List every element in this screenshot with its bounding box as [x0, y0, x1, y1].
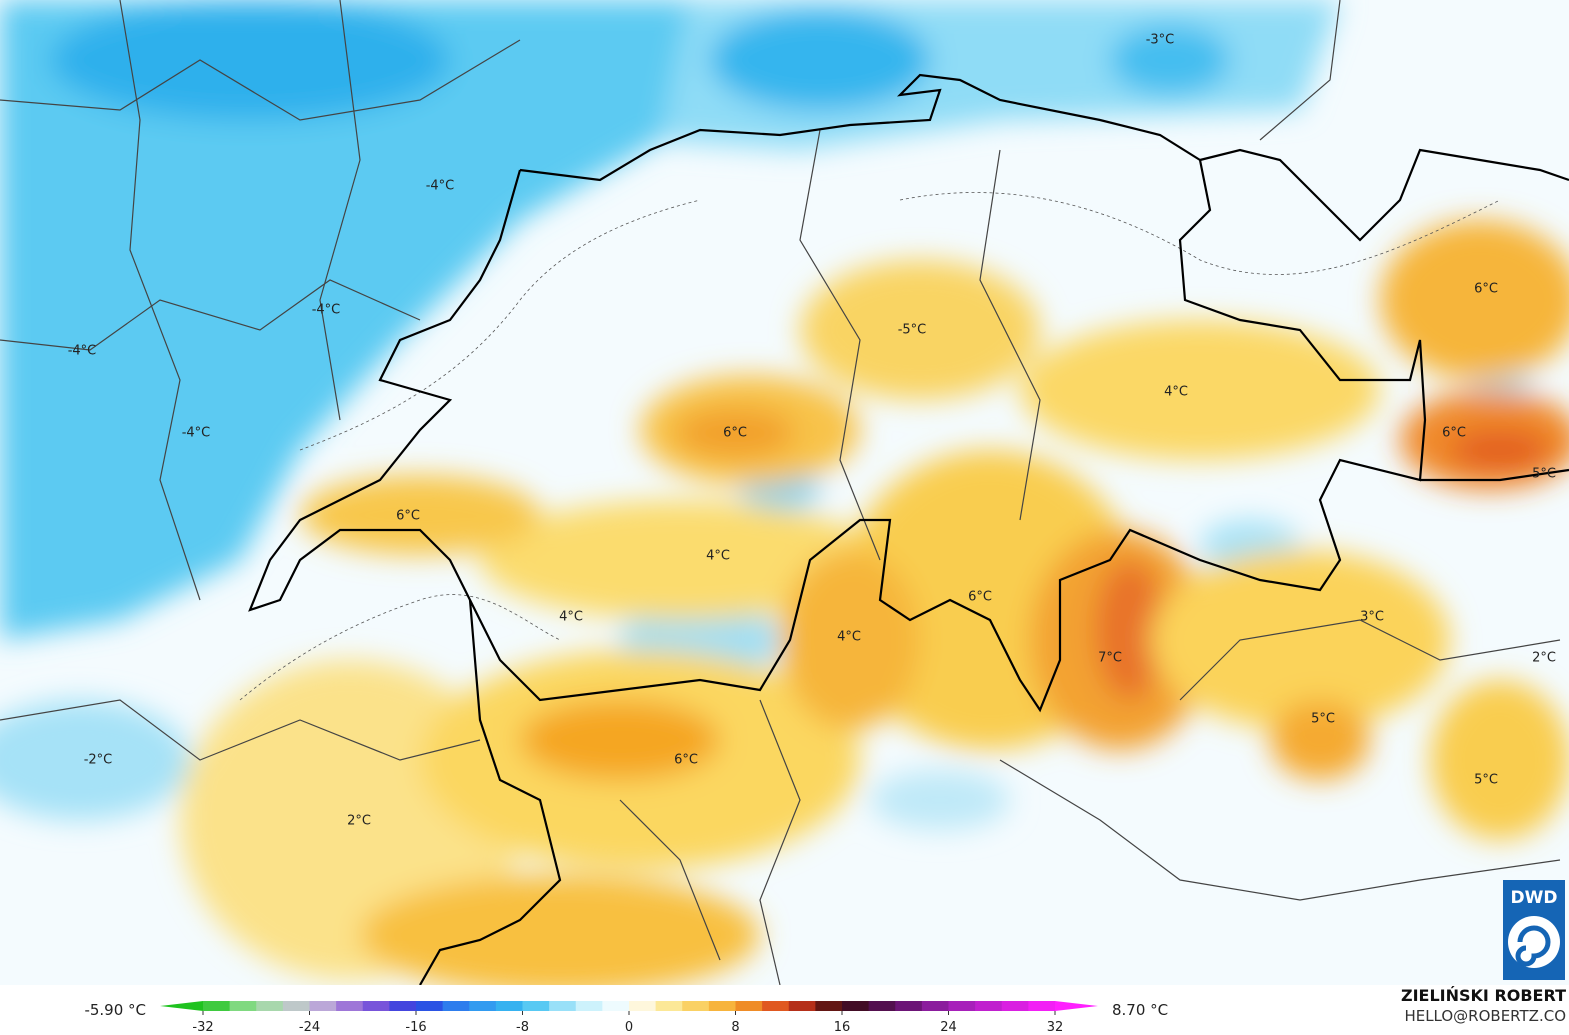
colorbar-segment — [895, 1001, 923, 1011]
colorbar-tick-label: 16 — [834, 1020, 851, 1035]
colorbar-segment — [522, 1001, 550, 1011]
colorbar-segment — [442, 1001, 470, 1011]
map-field: -3°C -4°C -4°C -4°C -4°C 6°C -5°C 4°C 6°C 6°C 5°C 6… — [0, 0, 1569, 985]
temperature-label: 4°C — [837, 630, 861, 645]
colorbar-extend-low — [160, 1001, 203, 1011]
regional-borders — [0, 0, 1561, 985]
colorbar-segment — [549, 1001, 577, 1011]
colorbar-segment — [416, 1001, 444, 1011]
temperature-label: 6°C — [674, 753, 698, 768]
dwd-logo: DWD — [1503, 880, 1565, 980]
temperature-label: 6°C — [1442, 426, 1466, 441]
colorbar-tick-label: -8 — [516, 1020, 529, 1035]
temperature-label: 5°C — [1532, 467, 1556, 482]
colorbar-tick-label: 24 — [940, 1020, 957, 1035]
colorbar-segment — [815, 1001, 843, 1011]
temperature-label: 5°C — [1311, 712, 1335, 727]
logo-text: DWD — [1511, 888, 1558, 908]
colorbar-segment — [389, 1001, 417, 1011]
temperature-field — [0, 0, 1569, 985]
temperature-label: -3°C — [1146, 33, 1175, 48]
colorbar-max-label: 8.70 °C — [1112, 1001, 1168, 1019]
colorbar-segment — [682, 1001, 710, 1011]
temperature-labels: -3°C -4°C -4°C -4°C -4°C 6°C -5°C 4°C 6°C 6°C 5°C 6… — [68, 33, 1556, 829]
contact: HELLO@ROBERTZ.CO — [1404, 1007, 1566, 1025]
logo-disc — [1508, 916, 1560, 968]
author: ZIELIŃSKI ROBERT — [1401, 986, 1566, 1005]
colorbar-segment — [309, 1001, 337, 1011]
temperature-label: -4°C — [426, 179, 455, 194]
colorbar-segment — [282, 1001, 310, 1011]
temperature-label: -4°C — [68, 344, 97, 359]
colorbar-segment — [788, 1001, 816, 1011]
temperature-label: 2°C — [1532, 651, 1556, 666]
colorbar-tick-label: -24 — [299, 1020, 320, 1035]
colorbar-extend-high — [1055, 1001, 1098, 1011]
temperature-label: 4°C — [559, 610, 583, 625]
temperature-label: -4°C — [312, 303, 341, 318]
colorbar-tick-label: -32 — [192, 1020, 213, 1035]
temperature-label: 3°C — [1360, 610, 1384, 625]
temperature-label: 6°C — [968, 590, 992, 605]
colorbar-segment — [1028, 1001, 1056, 1011]
temperature-label: 6°C — [1474, 282, 1498, 297]
colorbar-segment — [735, 1001, 763, 1011]
colorbar-segment — [203, 1001, 231, 1011]
colorbar-min-label: -5.90 °C — [84, 1001, 146, 1019]
colorbar-tick-label: -16 — [405, 1020, 426, 1035]
colorbar-segment — [842, 1001, 870, 1011]
colorbar-segment — [921, 1001, 949, 1011]
temperature-label: -5°C — [898, 323, 927, 338]
colorbar-segment — [948, 1001, 976, 1011]
colorbar-segment — [708, 1001, 736, 1011]
colorbar-tick-label: 8 — [731, 1020, 739, 1035]
temperature-label: 6°C — [723, 426, 747, 441]
colorbar-tick-label: 0 — [625, 1020, 633, 1035]
temperature-label: 6°C — [396, 509, 420, 524]
colorbar-segment — [336, 1001, 364, 1011]
temperature-label: 4°C — [706, 549, 730, 564]
colorbar-segment — [629, 1001, 657, 1011]
colorbar-segment — [256, 1001, 284, 1011]
colorbar-segment — [495, 1001, 523, 1011]
colorbar-segment — [1001, 1001, 1029, 1011]
colorbar-segment — [469, 1001, 497, 1011]
colorbar-segment — [602, 1001, 630, 1011]
temperature-label: -4°C — [182, 426, 211, 441]
colorbar-tick-label: 32 — [1047, 1020, 1064, 1035]
colorbar-segment — [655, 1001, 683, 1011]
colorbar: -32 -24 -16 -8 0 8 16 24 32 — [160, 1001, 1098, 1035]
colorbar-segment — [762, 1001, 790, 1011]
temperature-label: -2°C — [84, 753, 113, 768]
temperature-label: 4°C — [1164, 385, 1188, 400]
country-borders — [248, 73, 1569, 985]
temperature-label: 5°C — [1474, 773, 1498, 788]
logo-swirl — [1515, 925, 1551, 967]
colorbar-segment — [362, 1001, 390, 1011]
colorbar-segment — [575, 1001, 603, 1011]
contours — [239, 192, 1501, 701]
temperature-label: 7°C — [1098, 651, 1122, 666]
colorbar-segment — [868, 1001, 896, 1011]
colorbar-segment — [975, 1001, 1003, 1011]
temperature-label: 2°C — [347, 814, 371, 829]
colorbar-segment — [229, 1001, 257, 1011]
